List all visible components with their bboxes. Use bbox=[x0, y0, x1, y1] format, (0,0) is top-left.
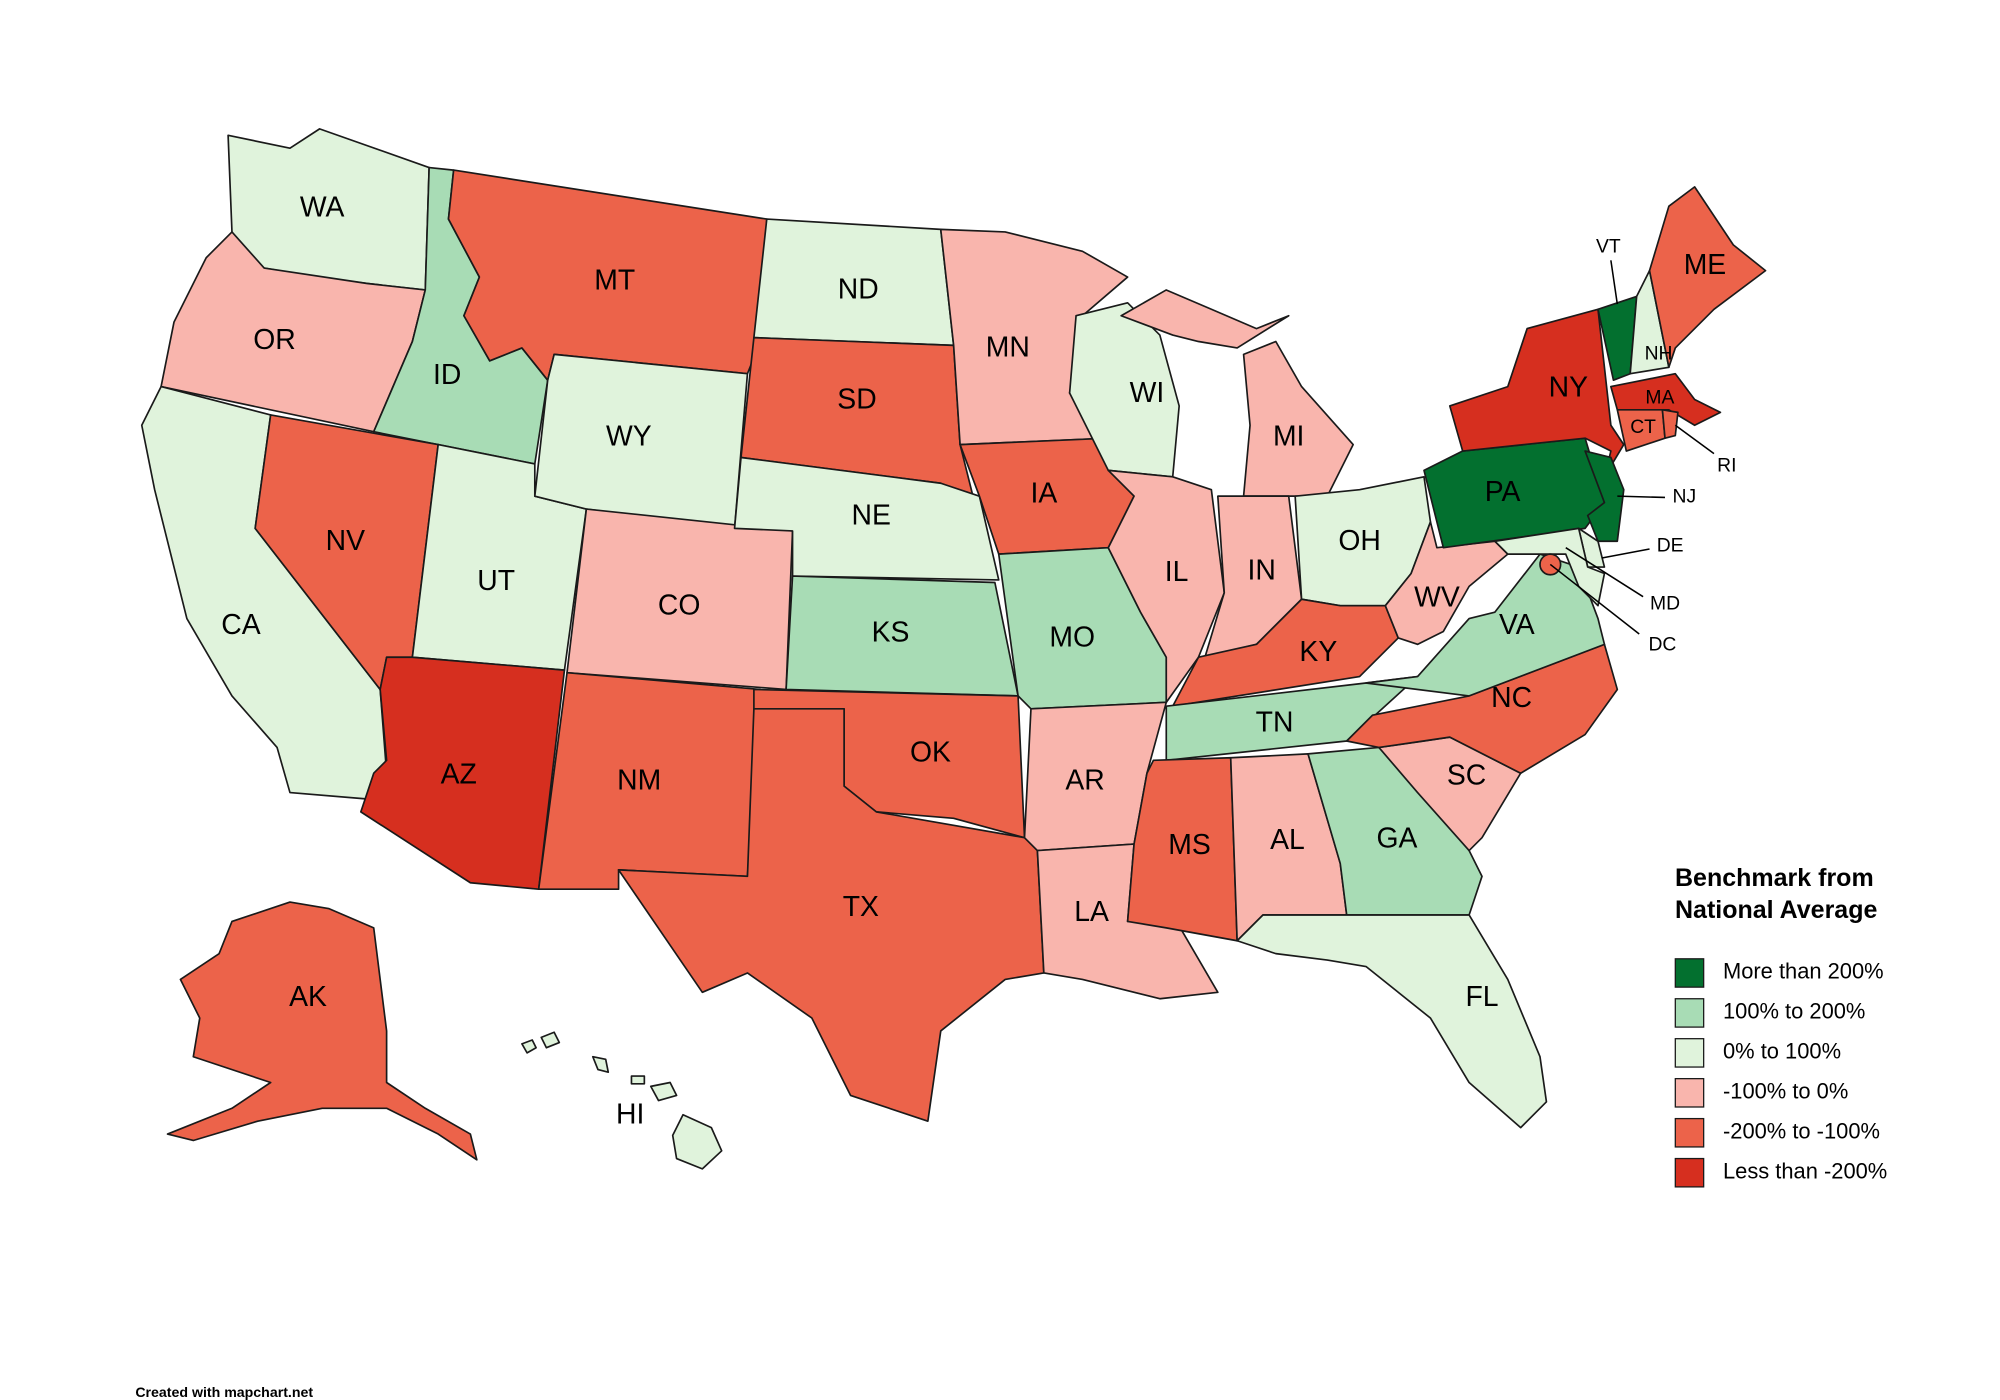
legend-label: 100% to 200% bbox=[1723, 999, 1865, 1024]
state-label: GA bbox=[1376, 823, 1417, 855]
state-label: SC bbox=[1447, 760, 1486, 792]
footer: Created with mapchart.net bbox=[135, 1385, 313, 1400]
state-label: AL bbox=[1270, 824, 1305, 856]
state-label: CO bbox=[658, 589, 701, 621]
state-label: MA bbox=[1645, 387, 1674, 408]
legend-swatch bbox=[1674, 998, 1705, 1028]
legend-swatch bbox=[1674, 1157, 1705, 1188]
state-label: MN bbox=[986, 332, 1030, 364]
state-label: DC bbox=[1648, 635, 1676, 656]
state-label: NC bbox=[1491, 682, 1532, 714]
state bbox=[166, 901, 478, 1161]
state-label: MS bbox=[1168, 829, 1211, 861]
state-label: NH bbox=[1645, 344, 1673, 365]
legend: More than 200% 100% to 200% 0% to 100% -100… bbox=[1674, 958, 1887, 1188]
state bbox=[521, 1031, 723, 1170]
legend-swatch bbox=[1674, 1117, 1705, 1148]
state-label: WI bbox=[1130, 377, 1165, 409]
state-label: ME bbox=[1684, 249, 1727, 281]
state-label: NM bbox=[617, 765, 661, 797]
state-label: FL bbox=[1465, 981, 1498, 1013]
state-label: RI bbox=[1717, 456, 1736, 477]
state bbox=[733, 456, 1000, 581]
legend-label: 0% to 100% bbox=[1723, 1039, 1841, 1064]
state bbox=[1165, 675, 1419, 762]
state bbox=[1448, 308, 1625, 478]
state bbox=[1584, 450, 1625, 543]
state-label: VT bbox=[1596, 237, 1621, 258]
legend-label: More than 200% bbox=[1723, 959, 1884, 984]
state-label: TN bbox=[1256, 707, 1294, 739]
legend-swatch bbox=[1674, 958, 1705, 988]
legend-label: -200% to -100% bbox=[1723, 1119, 1880, 1144]
legend-swatch bbox=[1674, 1038, 1705, 1068]
state-label: NV bbox=[326, 525, 365, 557]
state-label: IA bbox=[1030, 477, 1057, 509]
state-label: NE bbox=[851, 499, 890, 531]
state-label: CA bbox=[221, 609, 260, 641]
state-label: CT bbox=[1630, 417, 1656, 438]
state bbox=[1539, 553, 1562, 576]
state bbox=[1120, 289, 1354, 497]
state-label: MO bbox=[1049, 622, 1095, 654]
state bbox=[359, 656, 566, 891]
state-label: ND bbox=[838, 274, 879, 306]
state-label: LA bbox=[1074, 896, 1109, 928]
state-label: WY bbox=[606, 421, 652, 453]
legend-label: Less than -200% bbox=[1723, 1158, 1887, 1183]
leader-line bbox=[1610, 260, 1619, 305]
state bbox=[1494, 527, 1606, 607]
state-label: OH bbox=[1338, 525, 1381, 557]
state-label: OK bbox=[910, 736, 951, 768]
leader-line bbox=[1674, 424, 1715, 455]
state-label: UT bbox=[477, 565, 515, 597]
state-label: NY bbox=[1549, 372, 1588, 404]
legend-label: -100% to 0% bbox=[1723, 1079, 1848, 1104]
state-label: MI bbox=[1273, 421, 1305, 453]
state-label: AZ bbox=[441, 758, 477, 790]
state bbox=[1345, 643, 1619, 775]
state bbox=[617, 707, 1045, 1123]
legend-swatch bbox=[1674, 1077, 1705, 1108]
leader-line bbox=[1601, 548, 1650, 559]
state-label: PA bbox=[1485, 476, 1521, 508]
state-label: DE bbox=[1657, 536, 1684, 557]
state-label: IN bbox=[1247, 555, 1275, 587]
legend-title: Benchmark from National Average bbox=[1675, 864, 1878, 924]
state-label: ID bbox=[433, 359, 461, 391]
state-label: AR bbox=[1065, 765, 1104, 797]
state bbox=[1236, 914, 1548, 1129]
state-label: OR bbox=[253, 324, 296, 356]
leader-line bbox=[1617, 495, 1666, 499]
state bbox=[1648, 186, 1767, 369]
state-label: SD bbox=[837, 383, 876, 415]
state-label: AK bbox=[289, 981, 327, 1013]
leader-line bbox=[1565, 547, 1644, 598]
state-label: TX bbox=[843, 891, 879, 923]
leader-line bbox=[1549, 563, 1640, 635]
state-label: KY bbox=[1299, 636, 1337, 668]
state-label: IL bbox=[1165, 556, 1189, 588]
state-label: NJ bbox=[1673, 487, 1697, 508]
state-label: VA bbox=[1499, 609, 1535, 641]
state bbox=[1661, 408, 1679, 439]
state-label: KS bbox=[872, 617, 910, 649]
state bbox=[1107, 469, 1226, 704]
state-label: MT bbox=[594, 265, 635, 297]
state-label: WV bbox=[1414, 582, 1460, 614]
state-label: WA bbox=[300, 191, 345, 223]
state-label: MD bbox=[1650, 594, 1680, 615]
state-label: HI bbox=[616, 1098, 644, 1130]
